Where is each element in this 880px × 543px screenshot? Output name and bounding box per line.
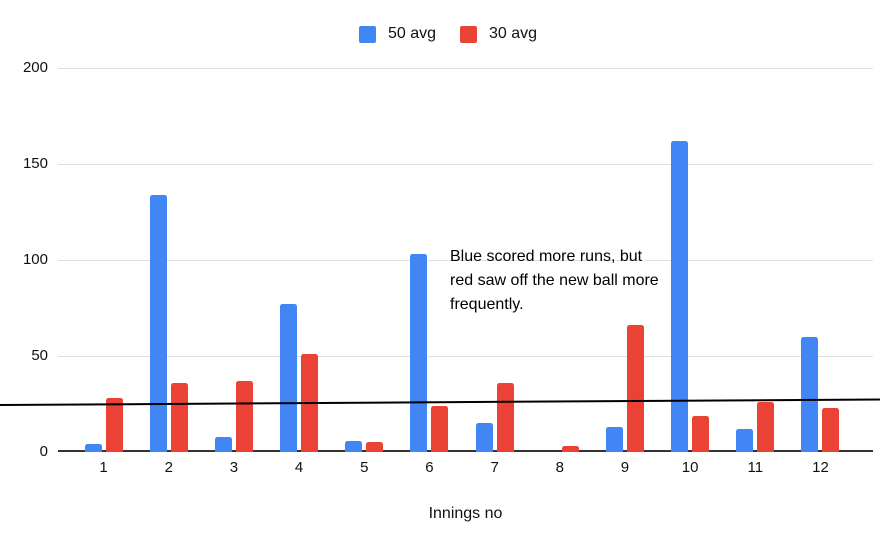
x-axis-baseline	[58, 450, 873, 452]
bar-50-avg-innings-7[interactable]	[475, 423, 493, 452]
x-tick-label-5: 5	[360, 459, 369, 476]
chart-legend: 50 avg 30 avg	[8, 25, 880, 43]
annotation-text: Blue scored more runs, but red saw off th…	[450, 245, 659, 317]
gridline-100	[58, 260, 873, 261]
bar-50-avg-innings-5[interactable]	[345, 440, 363, 452]
bar-30-avg-innings-5[interactable]	[366, 442, 384, 452]
gridline-150	[58, 164, 873, 165]
gridline-200	[58, 68, 873, 69]
annotation-line-1: Blue scored more runs, but	[450, 248, 643, 265]
bar-30-avg-innings-8[interactable]	[561, 446, 579, 452]
bar-group-1	[71, 68, 136, 452]
bar-group-2	[136, 68, 201, 452]
bar-50-avg-innings-6[interactable]	[410, 254, 428, 452]
gridline-50	[58, 356, 873, 357]
x-tick-label-7: 7	[490, 459, 499, 476]
bar-group-5	[332, 68, 397, 452]
bar-50-avg-innings-9[interactable]	[605, 427, 623, 452]
x-tick-label-8: 8	[555, 459, 564, 476]
x-tick-label-4: 4	[294, 459, 304, 476]
x-tick-label-12: 12	[812, 459, 829, 476]
bar-30-avg-innings-6[interactable]	[431, 405, 449, 452]
x-tick-label-6: 6	[425, 459, 434, 476]
y-tick-label-150: 150	[22, 155, 48, 172]
x-axis-labels: 1 2 3 4 5 6 7 8 9 10 11 12	[71, 458, 853, 478]
bar-30-avg-innings-3[interactable]	[235, 381, 253, 452]
bar-group-8	[527, 68, 592, 452]
y-tick-label-50: 50	[31, 347, 48, 364]
bar-30-avg-innings-11[interactable]	[757, 402, 775, 452]
bar-50-avg-innings-11[interactable]	[736, 429, 754, 452]
annotation-line-3: frequently.	[450, 296, 524, 313]
bar-50-avg-innings-1[interactable]	[84, 444, 102, 452]
legend-item-50-avg[interactable]: 50 avg	[358, 25, 436, 43]
y-tick-label-100: 100	[22, 251, 48, 268]
bar-50-avg-innings-3[interactable]	[214, 436, 232, 452]
bar-group-3	[201, 68, 266, 452]
x-tick-label-1: 1	[99, 459, 108, 476]
bar-50-avg-innings-4[interactable]	[280, 304, 298, 452]
y-tick-label-200: 200	[22, 59, 48, 76]
x-axis-title: Innings no	[428, 505, 503, 522]
bar-30-avg-innings-2[interactable]	[170, 382, 188, 452]
bar-30-avg-innings-7[interactable]	[496, 382, 514, 452]
legend-label: 50 avg	[387, 25, 436, 42]
bar-30-avg-innings-10[interactable]	[692, 415, 710, 452]
legend-swatch-icon	[358, 25, 376, 43]
bar-group-12	[788, 68, 853, 452]
legend-swatch-icon	[460, 25, 477, 43]
bar-50-avg-innings-12[interactable]	[801, 336, 819, 452]
bar-30-avg-innings-9[interactable]	[626, 325, 644, 452]
legend-item-30-avg[interactable]: 30 avg	[460, 25, 537, 43]
y-tick-label-0: 0	[39, 443, 48, 460]
bar-30-avg-innings-1[interactable]	[105, 398, 123, 452]
legend-label: 30 avg	[489, 25, 538, 42]
bar-30-avg-innings-12[interactable]	[822, 407, 840, 452]
bar-group-4	[267, 68, 332, 452]
x-tick-label-11: 11	[747, 459, 764, 476]
bar-group-9	[592, 68, 657, 452]
bar-50-avg-innings-10[interactable]	[671, 141, 689, 452]
x-tick-label-10: 10	[681, 459, 699, 476]
bar-group-11	[723, 68, 788, 452]
x-tick-label-2: 2	[164, 459, 173, 476]
bar-50-avg-innings-2[interactable]	[149, 194, 167, 452]
x-tick-label-3: 3	[229, 459, 239, 476]
annotation-line-2: red saw off the new ball more	[450, 272, 659, 289]
bar-group-10	[658, 68, 723, 452]
x-tick-label-9: 9	[620, 459, 630, 476]
